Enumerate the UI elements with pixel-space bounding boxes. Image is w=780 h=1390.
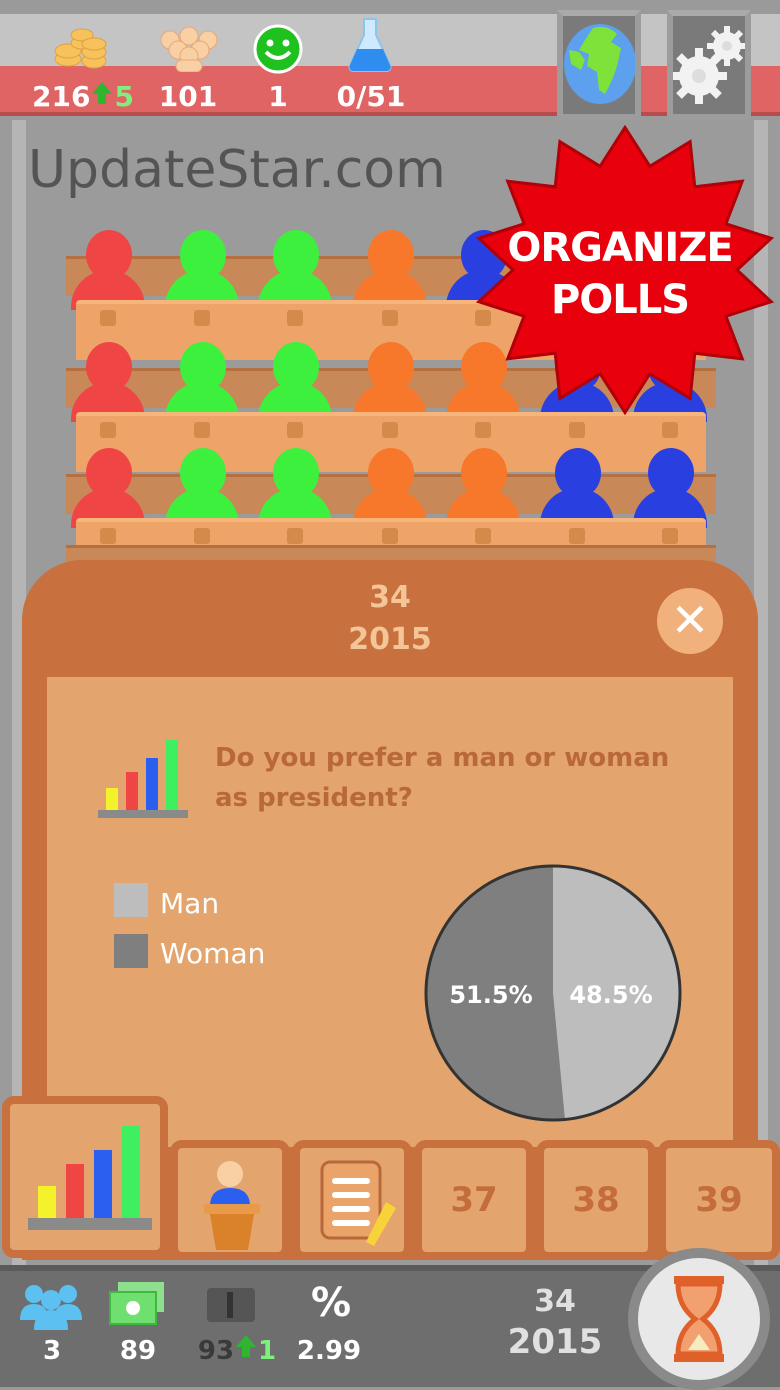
settings-button[interactable] [667,10,751,120]
tab-label: 38 [572,1180,620,1220]
world-button[interactable] [557,10,641,120]
tab-label: 39 [695,1180,743,1220]
speaker-podium-icon [204,1161,260,1250]
parliament-member[interactable] [353,230,427,310]
year-value: 2015 [507,1322,603,1362]
tab-39[interactable]: 39 [658,1140,780,1260]
legend-label-man: Man [160,887,220,920]
legend-label-woman: Woman [160,937,266,970]
top-stats-strip [0,66,780,116]
dialog-year: 2015 [348,622,432,657]
bar-chart-icon [28,1126,152,1230]
dialog-turn: 34 [369,580,411,615]
legend-swatch-woman [114,934,148,968]
callout-line1: ORGANIZE [507,225,733,271]
money-change: 5 [114,80,134,113]
watermark: UpdateStar.com [28,140,446,200]
media-value: 93 [197,1336,235,1366]
parliament-member[interactable] [165,448,239,528]
parliament-member[interactable] [258,342,332,422]
close-icon: ✕ [670,593,710,647]
legend-swatch-man [114,883,148,917]
poll-pie-chart: 48.5% 51.5% [424,864,682,1122]
parliament-member[interactable] [165,342,239,422]
close-button[interactable]: ✕ [657,588,723,654]
flask-icon [348,18,392,73]
crowd-icon [160,26,218,72]
staff-value: 3 [42,1336,62,1366]
pie-outline [424,864,682,1122]
tab-polls[interactable] [2,1096,168,1258]
pie-label-man: 48.5% [569,981,652,1009]
pie-slice-woman [426,866,565,1120]
tab-38[interactable]: 38 [536,1140,656,1260]
parliament-member[interactable] [71,230,145,310]
parliament-member[interactable] [71,448,145,528]
document-pencil-icon [320,1160,396,1246]
staff-icon [20,1285,82,1330]
hourglass-icon [674,1276,724,1362]
turn-value: 34 [534,1284,576,1319]
parliament-member[interactable] [633,448,707,528]
callout-line2: POLLS [550,277,690,323]
arrow-up-icon [92,82,113,104]
percent-icon: % [310,1280,352,1326]
smiley-icon [253,24,303,74]
rate-value: 2.99 [296,1336,362,1366]
parliament-member[interactable] [353,342,427,422]
media-icon [207,1288,255,1322]
parliament-member[interactable] [540,448,614,528]
money-stat: 216 5 [28,80,138,113]
gears-icon [671,26,747,104]
tab-37[interactable]: 37 [414,1140,534,1260]
parliament-member[interactable] [71,342,145,422]
tab-law[interactable] [292,1140,412,1260]
money-value: 216 [32,80,91,113]
research-value: 0/51 [336,80,406,113]
globe-icon [564,24,636,104]
tab-speech[interactable] [170,1140,290,1260]
tab-label: 37 [450,1180,498,1220]
parliament-member[interactable] [258,230,332,310]
media-stat: 93 1 [192,1335,282,1366]
end-turn-button[interactable] [628,1248,770,1390]
bar-chart-icon [98,740,188,818]
organize-polls-callout[interactable]: ORGANIZE POLLS [480,222,760,326]
parliament-member[interactable] [165,230,239,310]
arrow-up-icon [236,1335,257,1357]
pie-label-woman: 51.5% [449,981,532,1009]
pie-slice-man [553,866,681,1120]
parliament-member[interactable] [258,448,332,528]
cash-value: 89 [119,1336,157,1366]
cash-icon [109,1282,164,1325]
media-change: 1 [258,1336,277,1366]
coins-icon [54,28,107,69]
happiness-value: 1 [268,80,288,113]
poll-question: Do you prefer a man or woman as presiden… [215,743,670,813]
parliament-member[interactable] [353,448,427,528]
parliament-member[interactable] [446,448,520,528]
population-value: 101 [158,80,218,113]
starburst-icon [475,124,775,416]
